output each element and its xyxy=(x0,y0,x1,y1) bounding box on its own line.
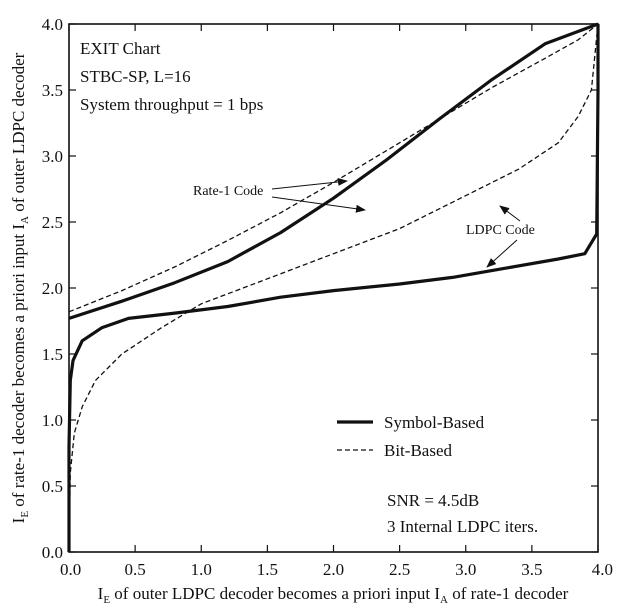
x-tick-label: 2.0 xyxy=(323,560,344,579)
y-tick-label: 2.5 xyxy=(42,213,63,232)
series-line-bit-rate1 xyxy=(68,23,599,313)
y-tick-label: 2.0 xyxy=(42,279,63,298)
y-tick-label: 3.5 xyxy=(42,81,63,100)
x-tick-labels: 0.0 0.5 1.0 1.5 2.0 2.5 3.0 3.5 4.0 xyxy=(60,560,613,579)
x-tick-label: 1.5 xyxy=(257,560,278,579)
x-tick-label: 4.0 xyxy=(592,560,613,579)
legend: Symbol-Based Bit-Based xyxy=(337,413,485,460)
series-line-symbol-rate1 xyxy=(68,22,599,320)
series-line-bit-ldpc xyxy=(68,23,599,553)
x-tick-label: 1.0 xyxy=(191,560,212,579)
y-tick-label: 1.0 xyxy=(42,411,63,430)
annotation-rate1-arrow-lower xyxy=(271,196,366,213)
annotation-ldpc-code: LDPC Code xyxy=(466,223,535,238)
y-tick-label: 4.0 xyxy=(42,15,63,34)
y-tick-label: 0.5 xyxy=(42,477,63,496)
info-line-3: System throughput = 1 bps xyxy=(80,95,263,114)
y-tick-label: 1.5 xyxy=(42,345,63,364)
x-tick-label: 0.0 xyxy=(60,560,81,579)
y-tick-labels: 0.0 0.5 1.0 1.5 2.0 2.5 3.0 3.5 4.0 xyxy=(42,15,63,562)
legend-bit-label: Bit-Based xyxy=(384,441,452,460)
x-tick-label: 0.5 xyxy=(125,560,146,579)
info-line-2: STBC-SP, L=16 xyxy=(80,67,191,86)
y-axis-label: IE of rate-1 decoder becomes a priori in… xyxy=(9,52,31,523)
ldpc-iters-label: 3 Internal LDPC iters. xyxy=(387,517,538,536)
legend-symbol-label: Symbol-Based xyxy=(384,413,485,432)
annotation-ldpc-arrow-lower xyxy=(486,239,518,268)
x-axis-label: IE of outer LDPC decoder becomes a prior… xyxy=(98,584,569,606)
y-tick-label: 3.0 xyxy=(42,147,63,166)
annotation-rate1-code: Rate-1 Code xyxy=(193,184,263,199)
annotation-ldpc-arrow-upper xyxy=(499,205,521,222)
info-line-1: EXIT Chart xyxy=(80,39,161,58)
annotation-rate1-arrow-upper xyxy=(271,177,348,190)
x-tick-label: 2.5 xyxy=(389,560,410,579)
x-ticks xyxy=(68,24,599,552)
series-group xyxy=(67,22,600,553)
x-tick-label: 3.0 xyxy=(455,560,476,579)
snr-label: SNR = 4.5dB xyxy=(387,491,479,510)
series-line-symbol-ldpc xyxy=(67,24,600,552)
y-tick-label: 0.0 xyxy=(42,543,63,562)
x-tick-label: 3.5 xyxy=(521,560,542,579)
